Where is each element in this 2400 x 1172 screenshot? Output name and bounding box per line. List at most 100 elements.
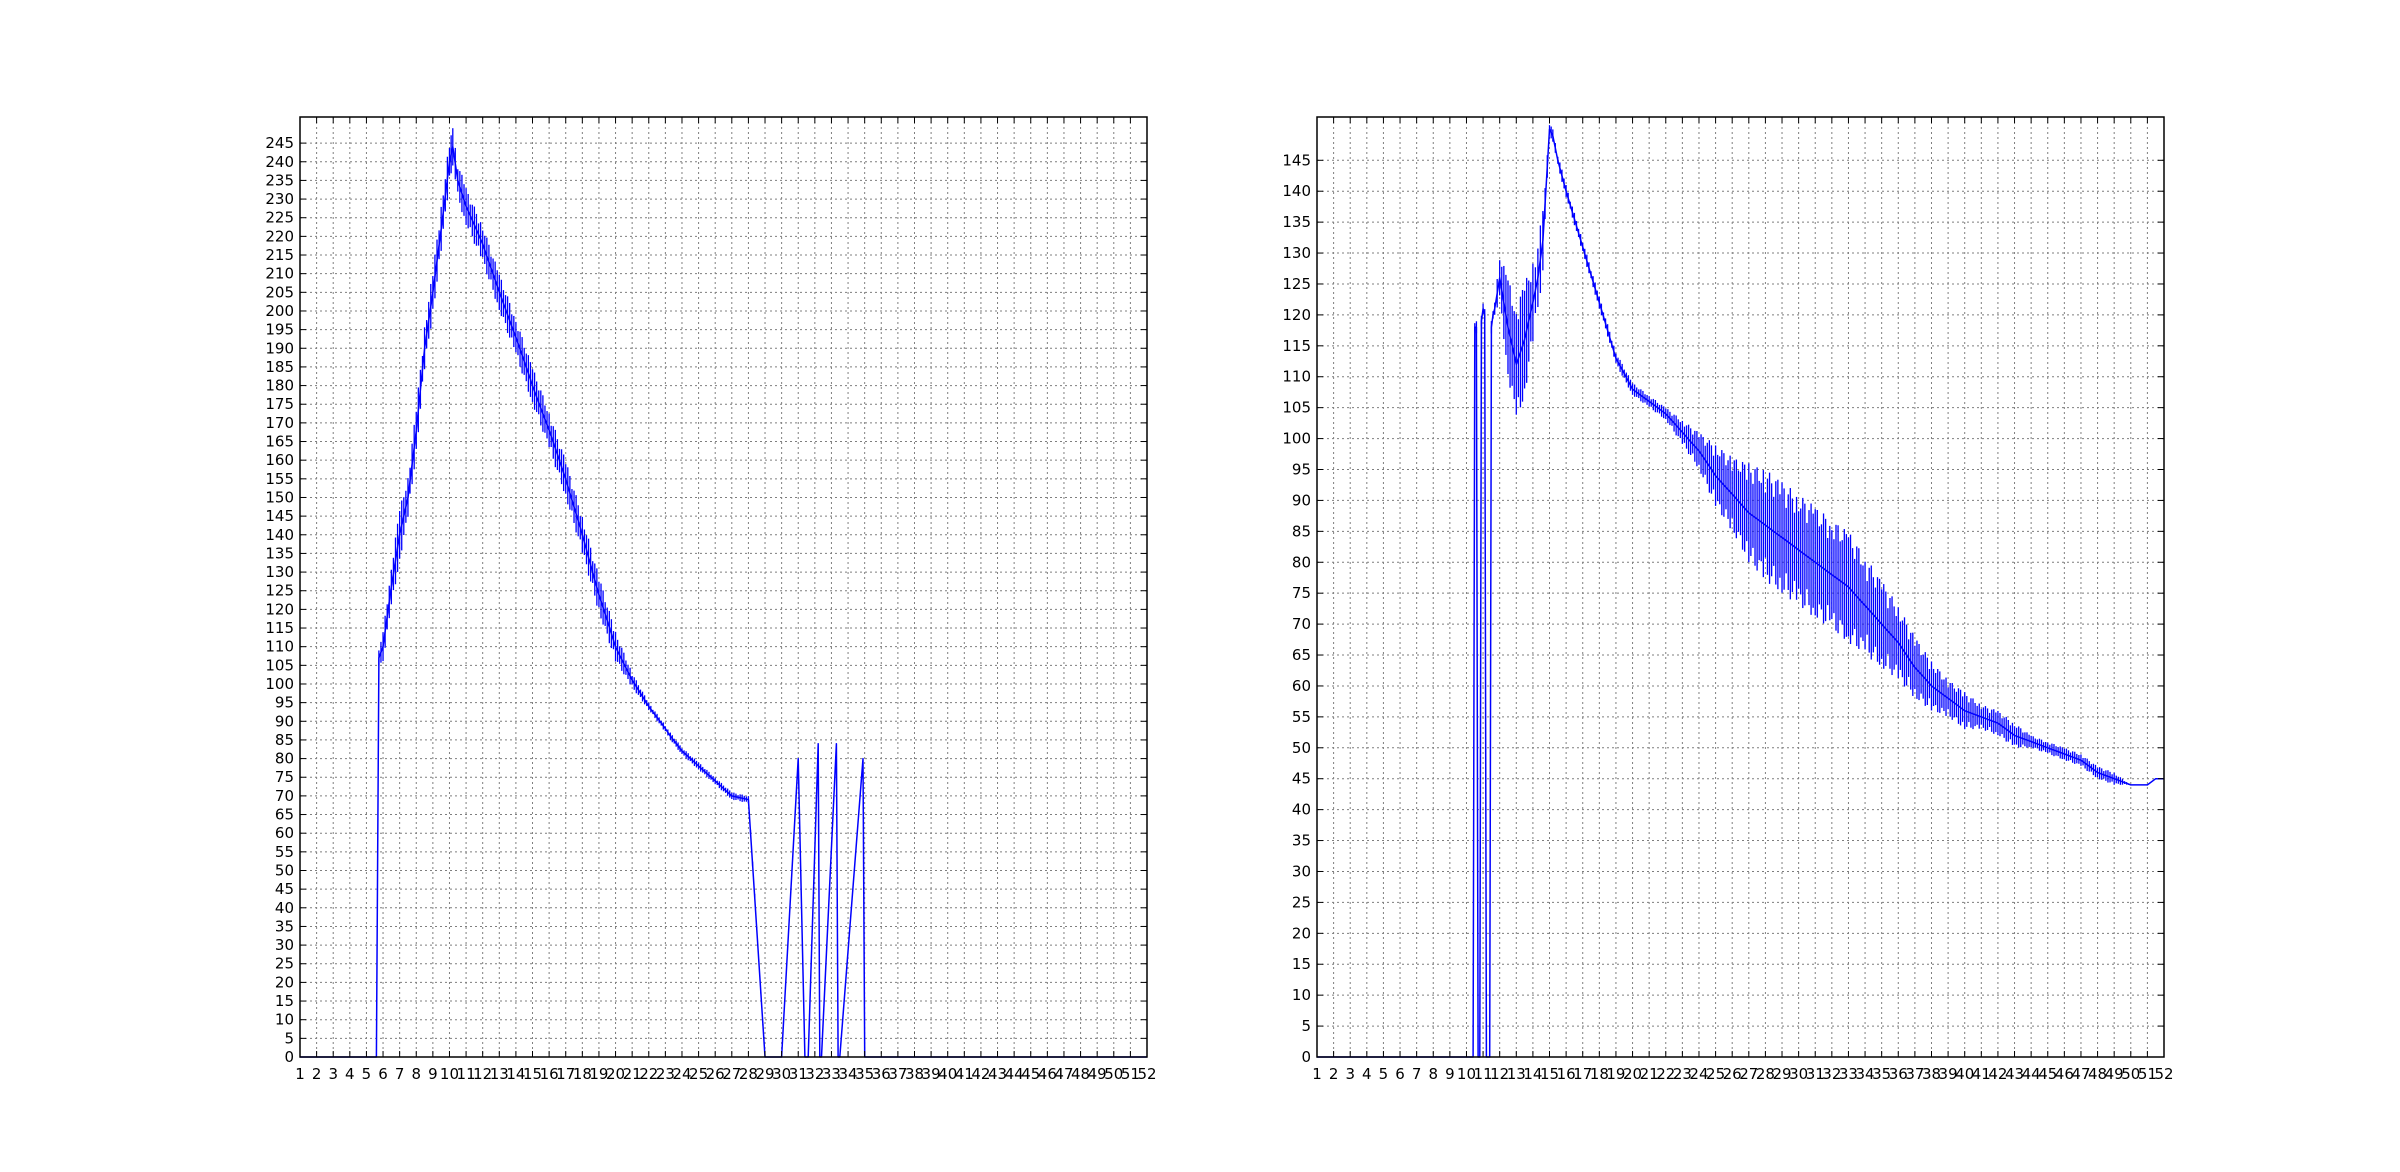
right-chart-x-tick-label: 32 xyxy=(1822,1065,1841,1083)
right-chart-y-tick-label: 110 xyxy=(1282,368,1311,386)
left-chart-series xyxy=(300,128,1147,1058)
right-chart-y-tick-label: 45 xyxy=(1292,770,1311,788)
left-chart-y-tick-label: 25 xyxy=(275,955,294,973)
left-chart-x-tick-label: 21 xyxy=(623,1065,642,1083)
left-chart-x-tick-label: 51 xyxy=(1121,1065,1140,1083)
left-chart-x-tick-label: 24 xyxy=(672,1065,691,1083)
right-chart-y-tick-label: 145 xyxy=(1282,151,1311,169)
right-chart-x-tick-label: 36 xyxy=(1889,1065,1908,1083)
right-chart-y-tick-label: 25 xyxy=(1292,893,1311,911)
right-chart-y-tick-label: 105 xyxy=(1282,399,1311,417)
right-chart-x-tick-label: 28 xyxy=(1756,1065,1775,1083)
right-chart-y-tick-label: 130 xyxy=(1282,244,1311,262)
right-chart-x-tick-label: 37 xyxy=(1905,1065,1924,1083)
right-chart-x-tick-label: 17 xyxy=(1573,1065,1592,1083)
left-chart-x-tick-label: 3 xyxy=(328,1065,338,1083)
right-chart-y-tick-label: 0 xyxy=(1301,1048,1311,1066)
right-chart-x-tick-label: 21 xyxy=(1640,1065,1659,1083)
left-chart-x-tick-label: 11 xyxy=(457,1065,476,1083)
left-chart-x-tick-label: 30 xyxy=(772,1065,791,1083)
left-chart-y-tick-label: 40 xyxy=(275,899,294,917)
left-chart-x-tick-label: 47 xyxy=(1054,1065,1073,1083)
left-chart-y-ticks: 0510152025303540455055606570758085909510… xyxy=(265,134,1147,1066)
right-chart-x-tick-label: 18 xyxy=(1590,1065,1609,1083)
right-chart-y-tick-label: 40 xyxy=(1292,801,1311,819)
right-chart-x-tick-label: 20 xyxy=(1623,1065,1642,1083)
right-chart-x-tick-label: 52 xyxy=(2154,1065,2173,1083)
left-chart-y-tick-label: 195 xyxy=(265,321,294,339)
left-chart-series-line xyxy=(300,146,1147,1058)
left-chart-x-tick-label: 52 xyxy=(1137,1065,1156,1083)
right-chart-y-tick-label: 65 xyxy=(1292,646,1311,664)
right-chart-x-tick-label: 40 xyxy=(1955,1065,1974,1083)
left-chart-x-tick-label: 50 xyxy=(1104,1065,1123,1083)
right-chart-x-tick-label: 31 xyxy=(1806,1065,1825,1083)
left-chart-y-tick-label: 35 xyxy=(275,917,294,935)
left-chart-x-tick-label: 32 xyxy=(805,1065,824,1083)
right-chart-y-tick-label: 50 xyxy=(1292,739,1311,757)
left-chart-y-tick-label: 145 xyxy=(265,507,294,525)
left-chart-x-ticks: 1 2 3 4 5 6 7 8 9 1011121314151617181920212223242… xyxy=(295,117,1157,1083)
left-chart-x-tick-label: 29 xyxy=(755,1065,774,1083)
left-chart-y-tick-label: 150 xyxy=(265,488,294,506)
right-chart-x-tick-label: 23 xyxy=(1673,1065,1692,1083)
left-chart-y-tick-label: 140 xyxy=(265,526,294,544)
left-chart-x-tick-label: 12 xyxy=(473,1065,492,1083)
left-chart-x-tick-label: 7 xyxy=(395,1065,405,1083)
left-chart-y-tick-label: 10 xyxy=(275,1011,294,1029)
left-chart-y-tick-label: 235 xyxy=(265,171,294,189)
left-chart-x-tick-label: 9 xyxy=(428,1065,438,1083)
left-chart-x-tick-label: 22 xyxy=(639,1065,658,1083)
right-chart-y-tick-label: 95 xyxy=(1292,461,1311,479)
right-chart-x-tick-label: 47 xyxy=(2071,1065,2090,1083)
left-chart-x-tick-label: 1 xyxy=(295,1065,305,1083)
right-chart-x-tick-label: 41 xyxy=(1972,1065,1991,1083)
left-chart-x-tick-label: 35 xyxy=(855,1065,874,1083)
left-chart-y-tick-label: 80 xyxy=(275,750,294,768)
left-chart-x-tick-label: 36 xyxy=(872,1065,891,1083)
right-chart-x-tick-label: 42 xyxy=(1988,1065,2007,1083)
left-chart-x-tick-label: 39 xyxy=(922,1065,941,1083)
left-chart-y-tick-label: 180 xyxy=(265,377,294,395)
right-chart-x-tick-label: 38 xyxy=(1922,1065,1941,1083)
right-chart-x-tick-label: 43 xyxy=(2005,1065,2024,1083)
right-chart-x-tick-label: 15 xyxy=(1540,1065,1559,1083)
left-chart-y-tick-label: 245 xyxy=(265,134,294,152)
right-chart-y-tick-label: 75 xyxy=(1292,584,1311,602)
right-chart-x-tick-label: 30 xyxy=(1789,1065,1808,1083)
right-chart-x-tick-label: 22 xyxy=(1656,1065,1675,1083)
right-chart-y-tick-label: 5 xyxy=(1301,1017,1311,1035)
left-chart-x-tick-label: 15 xyxy=(523,1065,542,1083)
left-chart-y-tick-label: 15 xyxy=(275,992,294,1010)
left-chart-x-tick-label: 41 xyxy=(955,1065,974,1083)
right-chart-x-tick-label: 6 xyxy=(1395,1065,1405,1083)
left-chart-x-tick-label: 33 xyxy=(822,1065,841,1083)
left-chart-y-tick-label: 120 xyxy=(265,600,294,618)
right-chart-y-tick-label: 80 xyxy=(1292,553,1311,571)
left-chart-axes-frame xyxy=(299,116,1148,1058)
right-chart-x-tick-label: 19 xyxy=(1606,1065,1625,1083)
left-chart-x-tick-label: 6 xyxy=(378,1065,388,1083)
left-chart-x-tick-label: 48 xyxy=(1071,1065,1090,1083)
left-chart-x-tick-label: 18 xyxy=(573,1065,592,1083)
left-chart-y-tick-label: 95 xyxy=(275,694,294,712)
left-chart-y-tick-label: 200 xyxy=(265,302,294,320)
left-chart-y-tick-label: 65 xyxy=(275,806,294,824)
left-chart-y-tick-label: 20 xyxy=(275,973,294,991)
left-chart-y-tick-label: 130 xyxy=(265,563,294,581)
left-chart-y-tick-label: 190 xyxy=(265,339,294,357)
left-chart-x-tick-label: 44 xyxy=(1005,1065,1024,1083)
left-chart-y-tick-label: 30 xyxy=(275,936,294,954)
left-chart-y-tick-label: 90 xyxy=(275,712,294,730)
left-chart-y-tick-label: 50 xyxy=(275,861,294,879)
left-chart-x-tick-label: 31 xyxy=(789,1065,808,1083)
left-chart-y-tick-label: 215 xyxy=(265,246,294,264)
right-chart-y-tick-label: 120 xyxy=(1282,306,1311,324)
left-chart-x-tick-label: 13 xyxy=(490,1065,509,1083)
right-chart-y-tick-label: 85 xyxy=(1292,522,1311,540)
left-chart-x-tick-label: 20 xyxy=(606,1065,625,1083)
left-chart-y-tick-label: 60 xyxy=(275,824,294,842)
right-chart-x-tick-label: 16 xyxy=(1557,1065,1576,1083)
left-chart-x-tick-label: 49 xyxy=(1088,1065,1107,1083)
